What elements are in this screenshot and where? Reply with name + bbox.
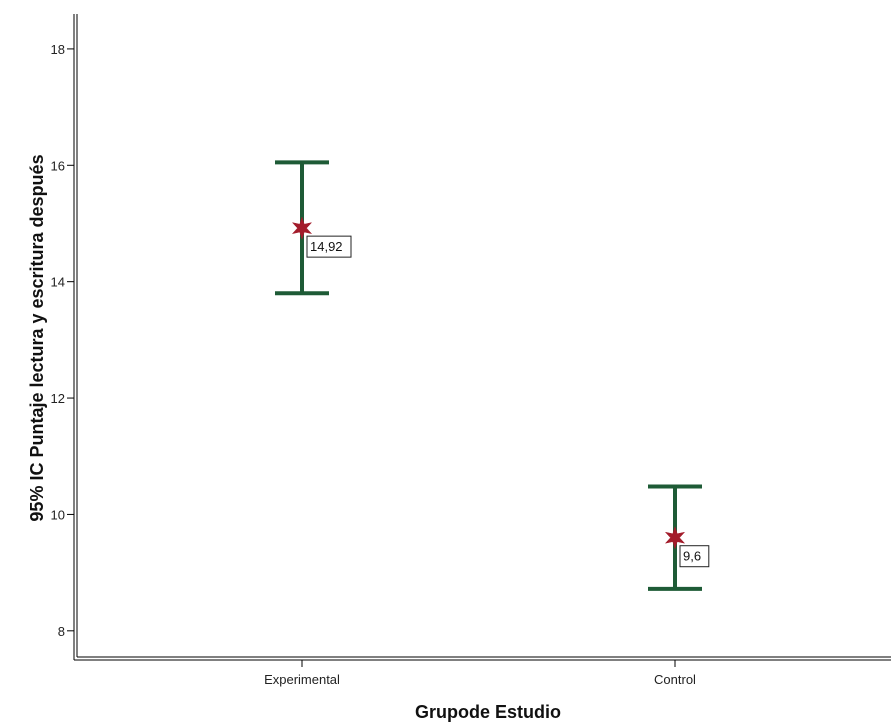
data-label-value: 14,92: [310, 239, 343, 254]
error-bars: [275, 160, 702, 591]
x-tick-label: Experimental: [264, 672, 340, 687]
mean-data-label: 14,92: [306, 235, 352, 258]
data-label-box: [306, 235, 352, 258]
data-labels: 14,92 9,6: [306, 235, 710, 568]
data-label-value: 9,6: [683, 549, 701, 564]
x-axis-title: Grupode Estudio: [415, 702, 561, 722]
y-tick-label: 18: [51, 42, 65, 57]
mean-marker-control: [664, 525, 686, 550]
axes: 8 10 12 14 16 18 Experimental Control: [51, 14, 891, 687]
y-tick-label: 16: [51, 158, 65, 173]
x-tick-label: Control: [654, 672, 696, 687]
y-tick-label: 10: [51, 507, 65, 522]
y-tick-label: 14: [51, 275, 65, 290]
y-axis-title: 95% IC Puntaje lectura y escritura despu…: [27, 154, 47, 521]
y-tick-label: 8: [58, 624, 65, 639]
data-label-box: [679, 545, 710, 568]
mean-marker-experimental: [291, 216, 313, 240]
y-tick-label: 12: [51, 391, 65, 406]
mean-data-label: 9,6: [679, 545, 710, 568]
